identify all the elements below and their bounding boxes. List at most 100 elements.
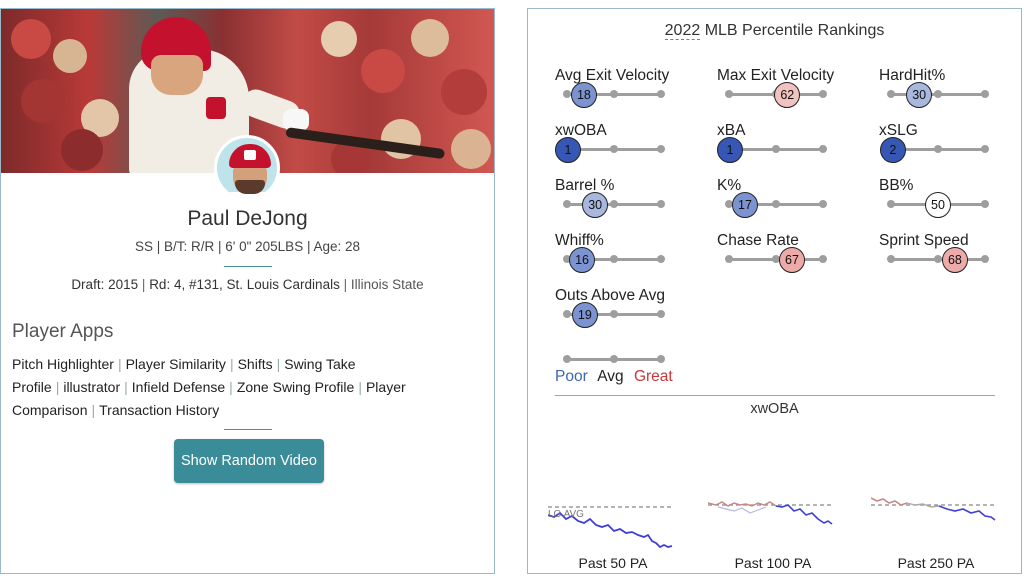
player-app-link[interactable]: illustrator xyxy=(63,379,121,395)
track-marker xyxy=(563,255,571,263)
season-year-selector[interactable]: 2022 xyxy=(664,22,701,40)
percentile-metric[interactable]: xBA 1 xyxy=(716,122,847,170)
percentile-value-bubble: 18 xyxy=(570,82,597,108)
track-marker xyxy=(934,145,942,153)
track-marker xyxy=(725,200,733,208)
percentile-metric[interactable]: Barrel % 30 xyxy=(555,177,685,225)
track-marker xyxy=(887,255,895,263)
percentile-value-bubble: 2 xyxy=(879,137,906,163)
player-app-link[interactable]: Transaction History xyxy=(99,402,220,418)
metric-label: Chase Rate xyxy=(717,232,799,249)
draft-year: 2015 xyxy=(108,277,139,292)
percentile-value-bubble: 30 xyxy=(582,192,609,218)
link-separator: | xyxy=(55,379,60,395)
lg-avg-label: LG AVG xyxy=(548,509,584,520)
player-name: Paul DeJong xyxy=(187,207,308,230)
player-app-link[interactable]: Swing Take Profile xyxy=(12,356,356,395)
track-marker xyxy=(610,200,618,208)
percentile-rankings-panel: 2022 MLB Percentile Rankings Avg Exit Ve… xyxy=(527,8,1022,574)
percentile-value-bubble: 16 xyxy=(569,247,596,273)
link-separator: | xyxy=(276,356,281,372)
metric-label: Barrel % xyxy=(555,177,615,194)
draft-round: Rd: 4, #131, xyxy=(149,277,223,292)
track-marker xyxy=(981,255,989,263)
xwoba-sparkline-100 xyxy=(708,489,838,549)
xwoba-chart-title: xwOBA xyxy=(750,401,799,417)
percentile-value-bubble: 1 xyxy=(716,137,743,163)
percentile-value-bubble: 19 xyxy=(571,302,598,328)
track-marker xyxy=(657,255,665,263)
draft-info: Draft: 2015 | Rd: 4, #131, St. Louis Car… xyxy=(71,277,424,292)
track-marker xyxy=(610,310,618,318)
track-marker xyxy=(981,200,989,208)
link-separator: | xyxy=(358,379,362,395)
track-marker xyxy=(657,310,665,318)
track-marker xyxy=(819,90,827,98)
rankings-title-text: MLB Percentile Rankings xyxy=(704,22,885,39)
player-bio-line: SS | B/T: R/R | 6' 0" 205LBS | Age: 28 xyxy=(134,239,360,254)
link-separator: | xyxy=(229,379,233,395)
percentile-value-bubble: 30 xyxy=(906,82,933,108)
percentile-metric[interactable]: xSLG 2 xyxy=(879,122,1009,170)
player-app-link[interactable]: Player Comparison xyxy=(12,379,406,418)
player-app-link[interactable]: Infield Defense xyxy=(131,379,226,395)
metric-label: Sprint Speed xyxy=(879,232,969,249)
divider xyxy=(224,266,272,267)
draft-label: Draft: xyxy=(71,277,105,292)
track-marker xyxy=(610,90,618,98)
track-marker xyxy=(772,145,780,153)
percentile-value-bubble: 62 xyxy=(774,82,801,108)
percentile-value-bubble: 1 xyxy=(554,137,581,163)
track-marker xyxy=(819,255,827,263)
track-marker xyxy=(610,145,618,153)
percentile-metric[interactable]: Avg Exit Velocity 18 xyxy=(555,67,685,115)
sparkline-label-50: Past 50 PA xyxy=(578,555,648,571)
xwoba-sparkline-250 xyxy=(871,489,1001,549)
track-marker xyxy=(657,90,665,98)
track-marker xyxy=(819,145,827,153)
legend-avg: Avg xyxy=(597,368,624,385)
track-marker xyxy=(887,90,895,98)
player-app-link[interactable]: Pitch Highlighter xyxy=(12,356,114,372)
metric-label: xwOBA xyxy=(555,122,607,139)
player-action-photo xyxy=(1,9,494,173)
track-marker xyxy=(725,90,733,98)
track-marker xyxy=(657,145,665,153)
draft-college: Illinois State xyxy=(350,277,424,292)
percentile-metric[interactable]: BB% 50 xyxy=(879,177,1009,225)
show-random-video-button[interactable]: Show Random Video xyxy=(174,439,324,483)
metric-label: Max Exit Velocity xyxy=(717,67,835,84)
link-separator: | xyxy=(124,379,128,395)
player-apps-links: Pitch Highlighter | Player Similarity | Shif… xyxy=(12,353,482,422)
metric-label: K% xyxy=(717,177,742,194)
percentile-metric[interactable]: K% 17 xyxy=(717,177,847,225)
track-marker xyxy=(563,200,571,208)
divider xyxy=(224,429,272,430)
percentile-metric[interactable]: Chase Rate 67 xyxy=(717,232,847,280)
section-divider xyxy=(555,395,995,396)
metric-label: Whiff% xyxy=(555,232,604,249)
player-app-link[interactable]: Player Similarity xyxy=(125,356,226,372)
sparkline-label-250: Past 250 PA xyxy=(897,555,975,571)
percentile-metric[interactable]: Whiff% 16 xyxy=(555,232,685,280)
legend-poor: Poor xyxy=(555,368,588,385)
percentile-metric[interactable]: Sprint Speed 68 xyxy=(879,232,1009,280)
percentile-value-bubble: 50 xyxy=(925,192,951,218)
metric-label: Outs Above Avg xyxy=(555,287,666,304)
track-marker xyxy=(887,200,895,208)
track-marker xyxy=(563,310,571,318)
link-separator: | xyxy=(117,356,122,372)
percentile-metric[interactable]: HardHit% 30 xyxy=(879,67,1009,115)
player-app-link[interactable]: Zone Swing Profile xyxy=(236,379,355,395)
percentile-value-bubble: 17 xyxy=(731,192,758,218)
player-card: Paul DeJong SS | B/T: R/R | 6' 0" 205LBS… xyxy=(0,8,495,574)
percentile-metric[interactable]: Outs Above Avg 19 xyxy=(555,287,685,335)
track-marker xyxy=(610,255,618,263)
metric-label: BB% xyxy=(879,177,914,194)
percentile-metric[interactable]: xwOBA 1 xyxy=(554,122,685,170)
percentile-metric[interactable]: Max Exit Velocity 62 xyxy=(717,67,847,115)
player-app-link[interactable]: Shifts xyxy=(237,356,273,372)
track-marker xyxy=(981,90,989,98)
track-marker xyxy=(819,200,827,208)
legend-great: Great xyxy=(633,368,673,385)
